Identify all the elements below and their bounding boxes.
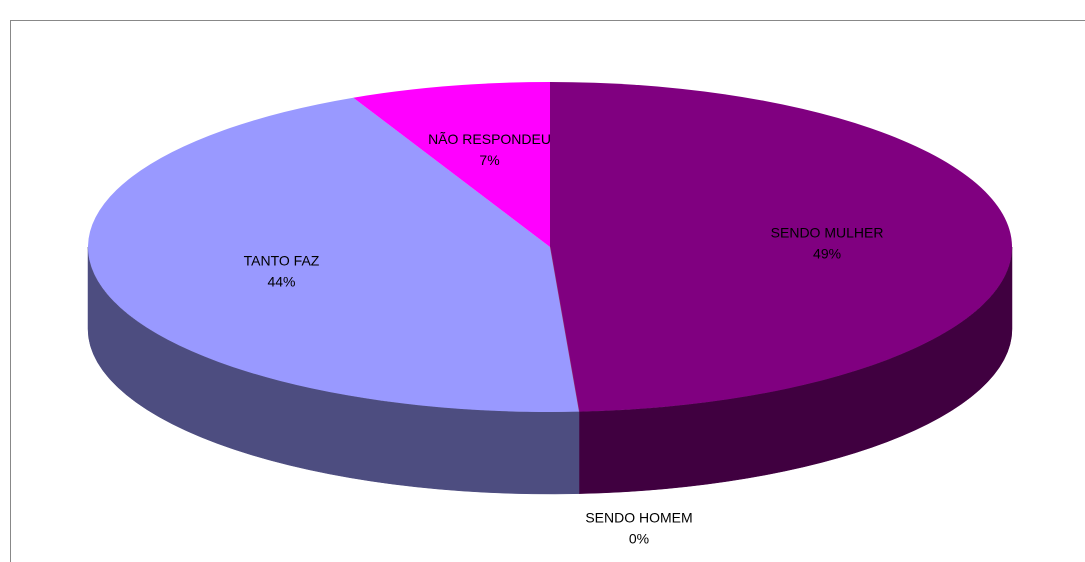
slice-value-label: 7% — [479, 152, 499, 168]
slice-label: NÃO RESPONDEU — [428, 131, 551, 147]
slice-value-label: 49% — [813, 246, 841, 262]
chart-frame — [10, 20, 1085, 562]
slice-value-label: 0% — [629, 530, 649, 546]
slice-label: TANTO FAZ — [244, 252, 320, 268]
slice-label: SENDO MULHER — [771, 225, 884, 241]
slice-label: SENDO HOMEM — [585, 509, 692, 525]
pie-slice — [88, 97, 580, 412]
pie-slice — [550, 82, 1012, 412]
slice-value-label: 44% — [267, 273, 295, 289]
pie-slice — [353, 82, 550, 247]
